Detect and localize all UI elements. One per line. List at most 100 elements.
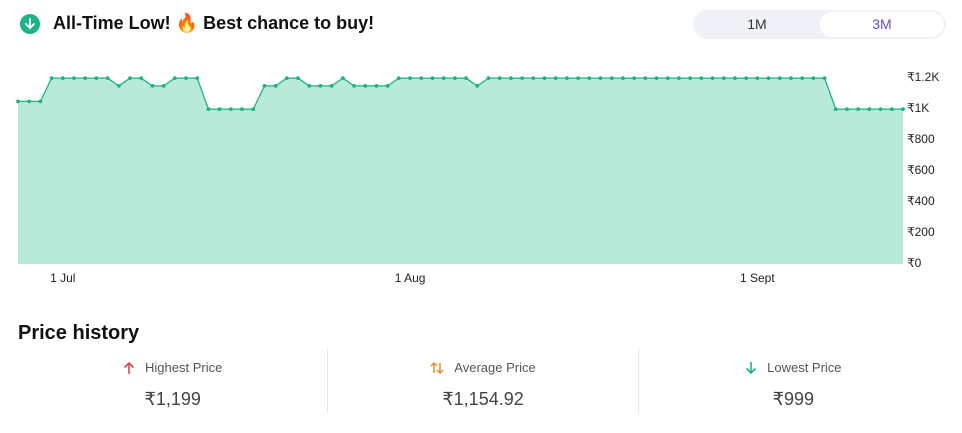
point bbox=[766, 76, 771, 81]
x-tick-label: 1 Sept bbox=[740, 271, 775, 285]
point bbox=[49, 76, 54, 81]
stat: Lowest Price ₹999 bbox=[637, 349, 948, 413]
stat-label: Lowest Price bbox=[767, 360, 842, 375]
point bbox=[374, 84, 379, 88]
point bbox=[632, 76, 637, 81]
point bbox=[262, 84, 267, 88]
y-tick-label: ₹800 bbox=[907, 132, 935, 146]
area bbox=[18, 78, 903, 264]
point bbox=[520, 76, 525, 81]
point bbox=[60, 76, 65, 81]
point bbox=[251, 107, 256, 112]
x-tick-label: 1 Aug bbox=[395, 271, 426, 285]
point bbox=[733, 76, 737, 81]
point bbox=[352, 84, 356, 88]
point bbox=[128, 76, 132, 81]
point bbox=[576, 76, 581, 81]
stat-value: ₹1,154.92 bbox=[442, 389, 524, 409]
range-tabs: 1M 3M bbox=[693, 10, 946, 39]
point bbox=[565, 76, 569, 81]
point bbox=[464, 76, 469, 81]
point bbox=[609, 76, 614, 81]
header-title: All-Time Low! 🔥 Best chance to buy! bbox=[53, 13, 375, 33]
point bbox=[284, 76, 289, 81]
stat-value: ₹1,199 bbox=[144, 389, 201, 409]
stat-label: Highest Price bbox=[145, 360, 223, 375]
point bbox=[497, 76, 502, 81]
point bbox=[598, 76, 603, 81]
point bbox=[408, 76, 412, 81]
point bbox=[755, 76, 760, 81]
point bbox=[16, 99, 20, 104]
tab[interactable]: 1M bbox=[747, 16, 767, 32]
price-chart: ₹0 ₹200 ₹400 ₹600 ₹800 ₹1K ₹1.2K 1 Jul 1 Aug 1 Se… bbox=[16, 70, 939, 285]
section-title: Price history bbox=[18, 322, 140, 344]
point bbox=[318, 84, 323, 88]
down-icon bbox=[20, 13, 40, 34]
stat: Average Price ₹1,154.92 bbox=[327, 349, 637, 413]
point bbox=[385, 84, 390, 88]
point bbox=[27, 99, 32, 104]
point bbox=[184, 76, 188, 81]
y-tick-label: ₹0 bbox=[907, 256, 922, 270]
point bbox=[172, 76, 177, 81]
point bbox=[240, 107, 244, 112]
point bbox=[699, 76, 704, 81]
point bbox=[542, 76, 547, 81]
stats: Highest Price ₹1,199 Average Price ₹1,15… bbox=[18, 349, 948, 413]
header: All-Time Low! 🔥 Best chance to buy! bbox=[20, 13, 374, 34]
point bbox=[621, 76, 625, 81]
point bbox=[845, 107, 849, 112]
swap-arrow bbox=[430, 361, 444, 374]
point bbox=[856, 107, 861, 112]
point bbox=[901, 107, 905, 112]
point bbox=[83, 76, 88, 81]
point bbox=[228, 107, 233, 112]
point bbox=[665, 76, 670, 81]
point bbox=[307, 84, 312, 88]
stat: Highest Price ₹1,199 bbox=[18, 349, 327, 413]
point bbox=[396, 76, 401, 81]
point bbox=[710, 76, 715, 81]
point bbox=[800, 76, 805, 81]
point bbox=[789, 76, 793, 81]
point bbox=[139, 76, 144, 81]
point bbox=[531, 76, 536, 81]
point bbox=[688, 76, 693, 81]
point bbox=[867, 107, 872, 112]
point bbox=[72, 76, 76, 81]
y-tick-label: ₹600 bbox=[907, 163, 935, 177]
point bbox=[833, 107, 838, 112]
point bbox=[273, 84, 278, 88]
point bbox=[150, 84, 155, 88]
point bbox=[38, 99, 43, 104]
point bbox=[811, 76, 816, 81]
up-arrow bbox=[123, 361, 135, 374]
tab-active[interactable]: 3M bbox=[820, 12, 944, 37]
down-arrow bbox=[746, 361, 757, 374]
point bbox=[643, 76, 648, 81]
point bbox=[206, 107, 211, 112]
point bbox=[452, 76, 457, 81]
point bbox=[161, 84, 166, 88]
x-tick-label: 1 Jul bbox=[50, 271, 75, 285]
point bbox=[105, 76, 110, 81]
point bbox=[509, 76, 513, 81]
point bbox=[296, 76, 300, 81]
point bbox=[553, 76, 558, 81]
point bbox=[777, 76, 782, 81]
y-tick-label: ₹200 bbox=[907, 225, 935, 239]
point bbox=[486, 76, 491, 81]
point bbox=[217, 107, 222, 112]
point bbox=[721, 76, 726, 81]
point bbox=[677, 76, 681, 81]
stat-label: Average Price bbox=[454, 360, 536, 375]
point bbox=[195, 76, 200, 81]
y-tick-label: ₹1K bbox=[907, 101, 929, 115]
point bbox=[475, 84, 480, 88]
point bbox=[587, 76, 592, 81]
point bbox=[340, 76, 345, 81]
point bbox=[116, 84, 121, 88]
point bbox=[94, 76, 99, 81]
